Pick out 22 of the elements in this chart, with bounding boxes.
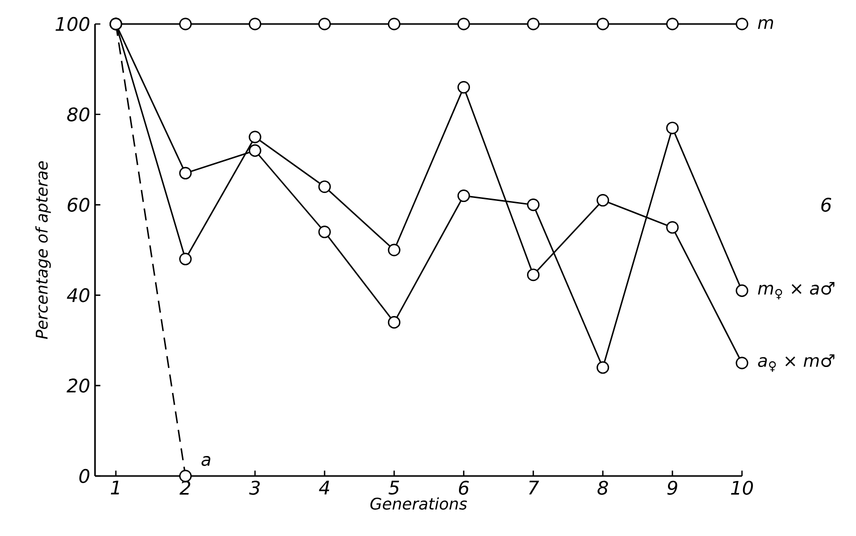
x-tick-label: 9 <box>667 480 678 495</box>
x-tick-label: 5 <box>388 480 400 495</box>
y-tick-label: 80 <box>67 107 90 122</box>
x-tick-label: 6 <box>458 480 469 495</box>
x-axis-title: Generations <box>370 497 467 510</box>
text: 6 <box>821 198 832 212</box>
y-tick-label: 20 <box>66 378 90 393</box>
series-label: m$_{♀}$ × a♂ <box>758 282 834 300</box>
y-tick-label: 60 <box>68 198 90 212</box>
series-label: m <box>758 19 774 29</box>
x-tick-label: 4 <box>318 480 330 494</box>
x-tick-label: 8 <box>598 480 608 495</box>
y-tick-label: 100 <box>56 16 90 32</box>
y-tick-label: 0 <box>79 468 90 484</box>
y-axis-title: Percentage of apterae <box>35 161 51 339</box>
x-tick-label: 1 <box>110 480 119 494</box>
x-tick-label: 3 <box>249 480 260 495</box>
x-tick-label: 7 <box>529 480 540 494</box>
y-tick-label: 40 <box>66 288 90 302</box>
series-label: a <box>202 456 210 466</box>
x-tick-label: 10 <box>731 480 753 495</box>
series-label: a$_{♀}$ × m♂ <box>758 354 834 372</box>
